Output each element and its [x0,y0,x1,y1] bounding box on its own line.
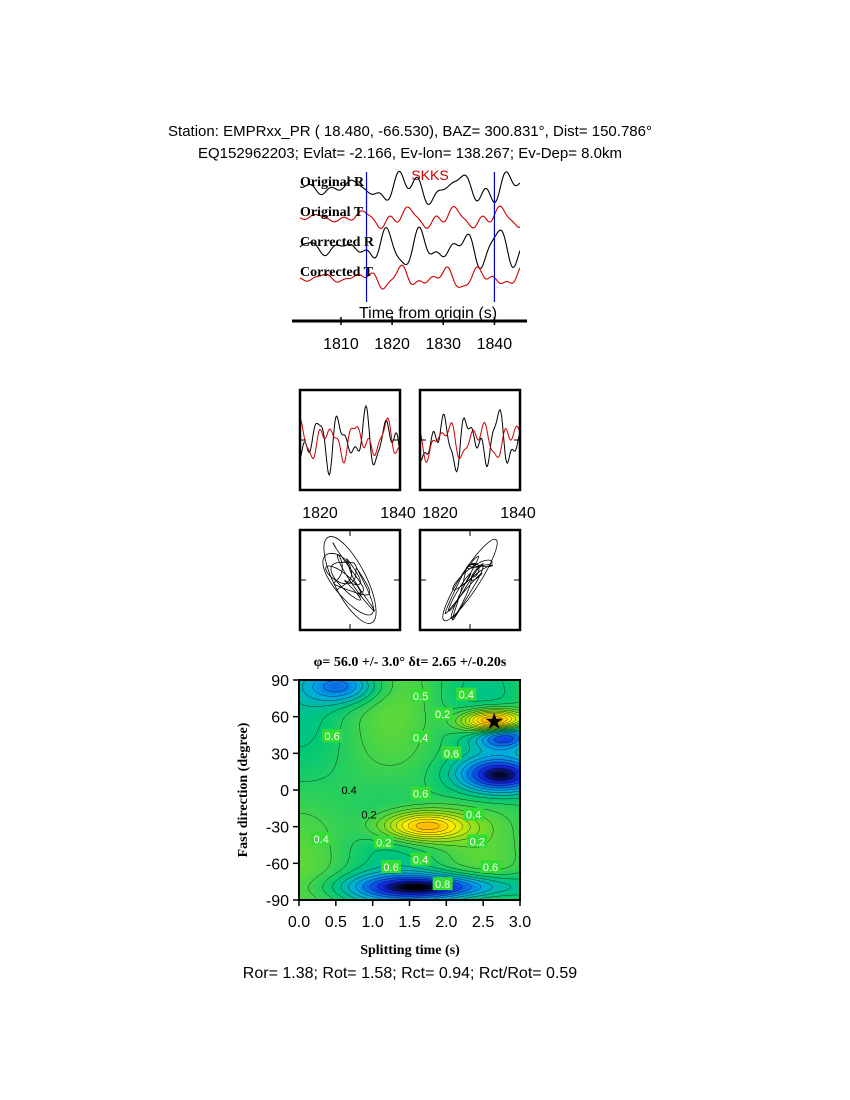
contour-label: 0.4 [459,690,474,702]
contour-label: 0.2 [361,809,376,821]
waveform-panels: 1820 1840 1820 1840 [298,388,536,522]
energy-map-x-tick-label: 0.5 [325,914,347,931]
energy-map-y-tick-label: 90 [271,673,289,690]
contour-label-box [373,835,394,849]
energy-map-y-tick-label: -30 [266,820,289,837]
contour-label: 0.6 [483,862,498,874]
waveform-frame-left [298,388,402,492]
traces-x-label: Time from origin (s) [359,305,497,322]
contour-label: 0.2 [376,838,391,850]
contour-label: 0.4 [466,809,481,821]
header-station-line: Station: EMPRxx_PR ( 18.480, -66.530), B… [168,123,652,140]
trace-lines [299,170,520,302]
phase-label: SKKS [411,167,448,183]
contour-label: 0.4 [341,785,356,797]
energy-map-x-tick-label: 1.5 [398,914,420,931]
contour-label-box [456,687,477,701]
trace-line [299,170,520,205]
energy-map-y-label: Fast direction (degree) [236,722,251,857]
energy-map-title: φ= 56.0 +/- 3.0° δt= 2.65 +/-0.20s [314,655,507,670]
waveform-line [299,404,401,477]
contour-label-box [410,786,431,800]
traces-x-tick-label: 1830 [425,336,461,353]
contour-label-box [467,834,488,848]
contour-label-box [432,707,453,721]
particle-motion-ellipse [442,538,498,622]
contour-label: 0.2 [435,709,450,721]
contour-label: 0.8 [435,879,450,891]
particle-motion-path [322,542,376,616]
contour-label-box [463,807,484,821]
particle-motion-corrected [420,530,520,630]
best-fit-star-icon [485,712,503,729]
traces-x-tick-label: 1820 [374,336,410,353]
contour-label-box [410,688,431,702]
energy-map-x-tick-label: 3.0 [509,914,531,931]
contour-label: 0.4 [313,834,328,846]
footer-ratios: Ror= 1.38; Rot= 1.58; Rct= 0.94; Rct/Rot… [243,965,578,982]
contour-label: 0.6 [444,748,459,760]
waveform-frame-right [418,388,522,492]
energy-map-y-tick-label: -60 [266,856,289,873]
energy-map-ticks: 0.0 0.5 1.0 1.5 2.0 2.5 3.0 90 60 30 0 -30 -60 -90 [266,673,531,931]
energy-map-x-tick-label: 0.0 [288,914,310,931]
energy-map-panel: φ= 56.0 +/- 3.0° δt= 2.65 +/-0.20s 0.5 0.… [236,655,531,958]
particle-frame-right [418,528,522,632]
traces-x-tick-label: 1840 [477,336,513,353]
contour-label-box [311,831,332,845]
traces-panel: SKKS Original R Original T Corrected R Corr… [292,167,527,353]
trace-label: Corrected T [300,265,374,280]
best-fit-star-shape [485,712,503,729]
energy-map-y-tick-label: 30 [271,746,289,763]
waveform-x-tick-label: 1840 [380,505,416,522]
waveform-panel-corrected [419,408,521,473]
contour-label-box [441,746,462,760]
particle-motion-original [300,530,400,630]
energy-map-x-label: Splitting time (s) [360,943,460,958]
waveform-x-tick-label: 1840 [500,505,536,522]
waveform-line [419,421,521,463]
trace-label: Original R [300,175,365,190]
contour-label: 0.5 [413,691,428,703]
contour-label: 0.4 [413,732,428,744]
waveform-panel-original [299,404,401,477]
energy-map-y-tick-label: -90 [266,893,289,910]
energy-map-contour-labels: 0.5 0.4 0.2 0.4 0.6 0.6 0.4 0.6 0.2 0.4 0.2 0.2 0.4 0… [311,687,501,891]
particle-motion-panels [298,528,522,632]
energy-map-x-tick-label: 1.0 [362,914,384,931]
contour-label-box [410,730,431,744]
contour-label-box [432,877,453,891]
contour-label-box [322,729,343,743]
contour-label: 0.6 [413,789,428,801]
energy-map-x-tick-label: 2.0 [435,914,457,931]
contour-label: 0.2 [470,836,485,848]
trace-line [299,226,520,270]
contour-label-box [410,852,431,866]
traces-x-tick-label: 1810 [323,336,359,353]
waveform-x-tick-label: 1820 [422,505,458,522]
energy-map-x-tick-label: 2.5 [472,914,494,931]
contour-label-box [480,860,501,873]
contour-label-box [381,860,402,873]
trace-line [299,264,520,290]
contour-label: 0.6 [325,731,340,743]
waveform-line [299,417,400,464]
header-event-line: EQ152962203; Evlat= -2.166, Ev-lon= 138.… [198,145,622,162]
particle-frame-left [298,528,402,632]
energy-map-y-tick-label: 0 [280,783,289,800]
waveform-x-tick-label: 1820 [302,505,338,522]
particle-motion-ellipse [323,536,377,624]
contour-label: 0.6 [383,862,398,874]
waveform-x-ticks: 1820 1840 1820 1840 [302,505,536,522]
energy-map-y-tick-label: 60 [271,710,289,727]
trace-label: Original T [300,205,364,220]
trace-label: Corrected R [300,235,375,250]
contour-label: 0.4 [413,855,428,867]
traces-x-ticks: 1810 1820 1830 1840 [323,317,512,353]
trace-labels: Original R Original T Corrected R Corrected… [300,175,375,280]
trace-line [299,205,520,230]
particle-motion-path [444,555,494,621]
